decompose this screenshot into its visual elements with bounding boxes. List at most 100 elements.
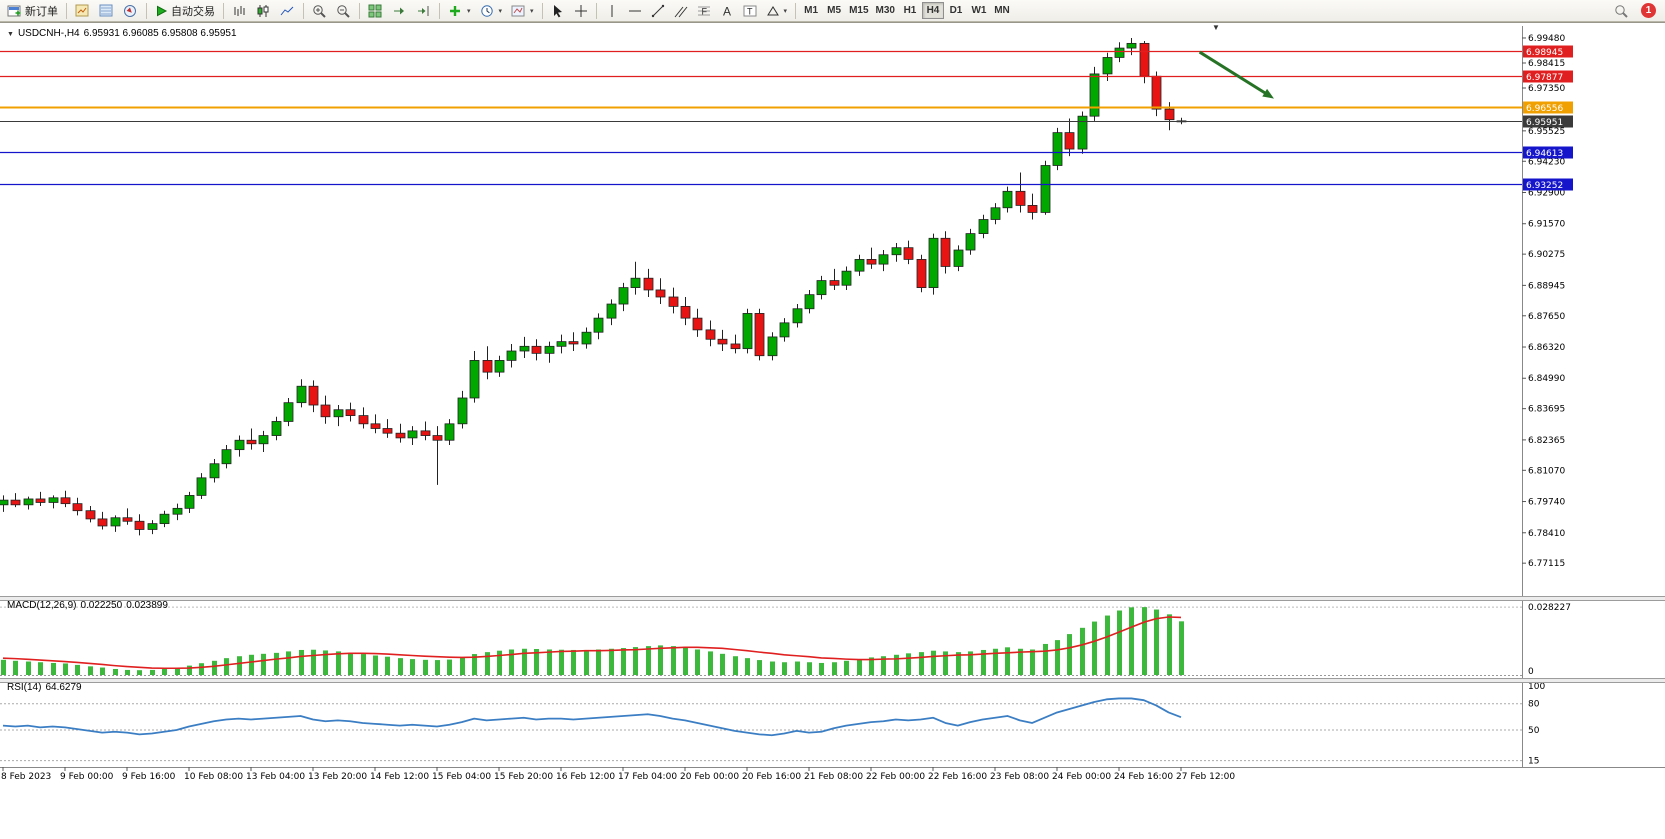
zoom-out-button[interactable] [332,1,355,20]
toolbar-separator [66,2,67,19]
timeframe-button-m5[interactable]: M5 [823,2,845,19]
toolbar-separator [439,2,440,19]
search-icon [1615,4,1628,18]
add-indicator-icon [450,5,460,16]
text-tool-icon: A [723,4,731,18]
macd-signal-value: 0.023899 [126,600,168,611]
toolbar: 新订单 自动交易 [0,0,1665,22]
timeframe-button-h1[interactable]: H1 [899,2,921,19]
fibonacci-icon: F [697,6,710,16]
chart-shift-marker-icon[interactable]: ▼ [1212,23,1220,32]
macd-main-value: 0.022250 [80,600,123,611]
trendline-button[interactable] [647,1,669,20]
timeframe-button-m30[interactable]: M30 [873,2,898,19]
timeframe-button-m1[interactable]: M1 [800,2,822,19]
macd-indicator-title: MACD(12,26,9) 0.022250 0.023899 [7,600,172,611]
candlestick-chart-button[interactable] [252,1,275,20]
search-button[interactable] [1610,1,1633,20]
svg-text:T: T [747,6,753,16]
vertical-line-button[interactable] [601,1,623,20]
timeframe-button-d1[interactable]: D1 [945,2,967,19]
toolbar-separator [541,2,543,19]
vertical-line-icon [611,4,613,17]
crosshair-button[interactable] [570,1,592,20]
chart-ohlc-values: 6.95931 6.96085 6.95808 6.95951 [83,28,237,39]
chart-shift-button[interactable] [412,1,435,20]
shapes-button[interactable]: ▾ [762,1,792,20]
equidistant-channel-button[interactable] [670,1,692,20]
market-watch-icon [75,4,89,16]
text-label-icon: T [743,5,757,16]
channel-icon [674,6,687,17]
new-order-label: 新订单 [25,5,58,18]
toolbar-right-group: 1 [1610,1,1662,20]
chart-menu-marker-icon: ▼ [7,31,14,38]
chevron-down-icon: ▾ [530,7,534,15]
pane-divider-macd[interactable] [0,596,1665,601]
timeframe-button-m15[interactable]: M15 [846,2,871,19]
auto-scroll-icon [394,7,404,14]
autotrading-play-icon [157,5,168,16]
zoom-in-icon [313,4,326,18]
fibonacci-button[interactable]: F [693,1,715,20]
macd-label: MACD(12,26,9) [7,600,77,611]
chart-title: ▼ USDCNH-,H4 6.95931 6.96085 6.95808 6.959… [7,28,241,39]
crosshair-icon [574,4,587,17]
svg-text:F: F [701,6,707,16]
chevron-down-icon: ▾ [783,7,788,15]
chart-plot-area[interactable] [0,26,1522,767]
horizontal-line-icon [628,10,641,11]
price-axis[interactable] [1522,26,1665,767]
new-order-icon [7,5,21,16]
bar-chart-icon [234,5,245,16]
template-icon [511,5,525,16]
time-axis[interactable] [0,767,1665,789]
auto-scroll-button[interactable] [388,1,411,20]
chart-symbol-period: USDCNH-,H4 [17,28,80,39]
chevron-down-icon: ▾ [498,7,503,15]
navigator-icon [124,4,136,17]
notification-badge[interactable]: 1 [1641,3,1656,18]
tile-windows-button[interactable] [364,1,387,20]
timeframe-group: M1 M5 M15 M30 H1 H4 D1 W1 MN [800,2,1013,19]
autotrading-button[interactable]: 自动交易 [151,1,219,20]
rsi-value: 64.6279 [45,682,82,693]
chevron-down-icon: ▾ [467,7,471,15]
cursor-button[interactable] [547,1,569,20]
timeframe-button-h4[interactable]: H4 [921,2,944,19]
chart-shift-icon [418,5,429,16]
toolbar-separator [146,2,147,19]
line-chart-icon [280,6,294,15]
rsi-label: RSI(14) [7,682,42,693]
toolbar-separator [359,2,360,19]
data-window-button[interactable] [95,1,118,20]
navigator-button[interactable] [119,1,142,20]
timeframe-button-w1[interactable]: W1 [968,2,990,19]
zoom-in-button[interactable] [308,1,331,20]
svg-text:A: A [723,4,731,18]
text-label-button[interactable]: T [739,1,761,20]
toolbar-separator [223,2,224,19]
toolbar-separator [595,2,597,19]
periods-button[interactable]: ▾ [476,1,507,20]
new-order-button[interactable]: 新订单 [3,1,62,20]
indicators-button[interactable]: ▾ [444,1,475,20]
pane-divider-rsi[interactable] [0,678,1665,683]
templates-button[interactable]: ▾ [507,1,538,20]
toolbar-separator [795,2,797,19]
clock-icon [480,4,493,17]
trendline-icon [651,4,664,17]
data-window-icon [99,4,113,16]
toolbar-separator [303,2,304,19]
rsi-indicator-title: RSI(14) 64.6279 [7,682,86,693]
autotrading-label: 自动交易 [171,5,215,18]
market-watch-button[interactable] [71,1,94,20]
shapes-icon [766,5,779,15]
horizontal-line-button[interactable] [624,1,646,20]
zoom-out-icon [337,4,350,18]
tile-windows-icon [368,4,382,17]
timeframe-button-mn[interactable]: MN [991,2,1013,19]
text-tool-button[interactable]: A [716,1,738,20]
bar-chart-button[interactable] [228,1,251,20]
line-chart-button[interactable] [276,1,299,20]
